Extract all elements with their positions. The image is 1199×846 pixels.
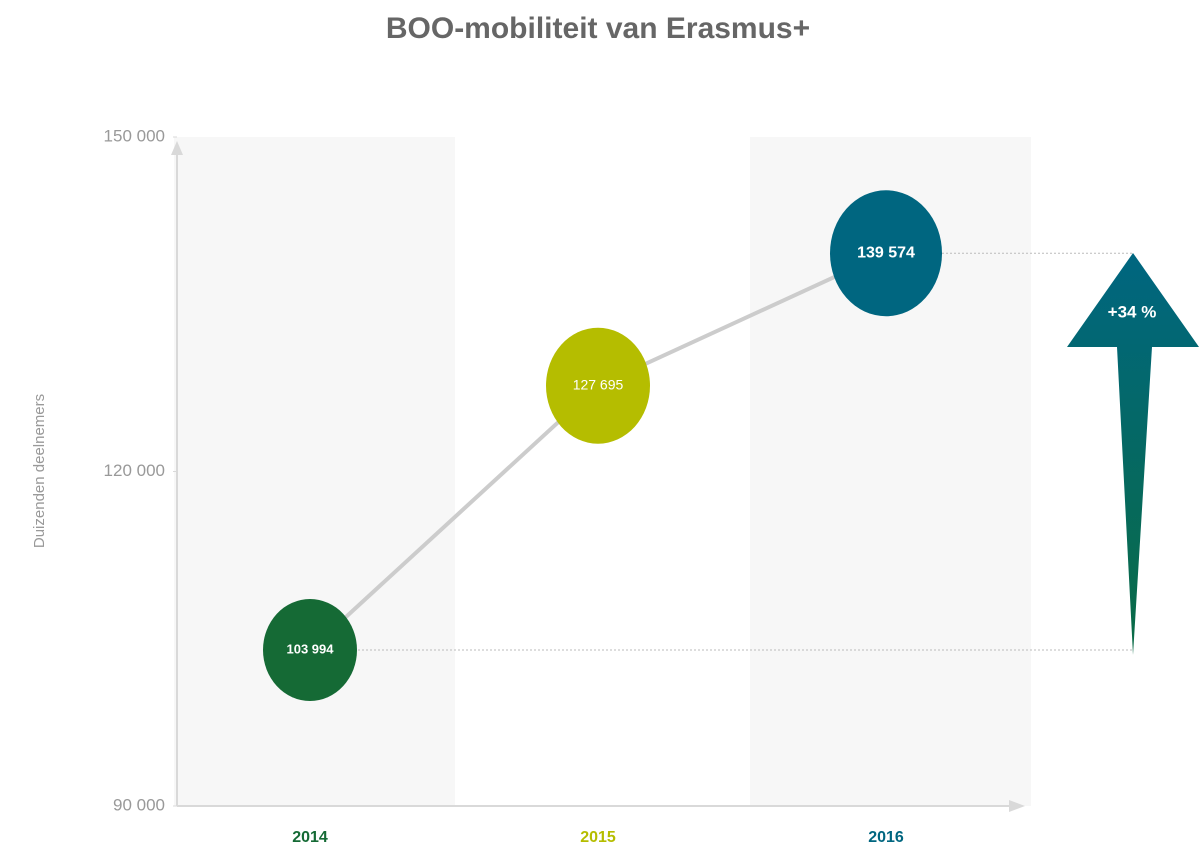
- growth-arrow: [1067, 253, 1199, 655]
- point: [546, 327, 650, 444]
- y-axis-label: Duizenden deelnemers: [31, 394, 48, 548]
- x-axis-arrow: [1009, 800, 1025, 812]
- x-tick-label: 2016: [868, 829, 904, 846]
- y-axis-arrow: [171, 141, 183, 155]
- y-tick-label: 120 000: [104, 461, 165, 480]
- column-band: [174, 137, 455, 806]
- point: [830, 190, 942, 317]
- point: [263, 598, 357, 701]
- plot: 90 000 120 000 150 000 103 994 2014 127 695 20…: [104, 126, 1133, 846]
- value-label: 103 994: [287, 641, 335, 656]
- y-tick-label: 150 000: [104, 126, 165, 145]
- y-tick-label: 90 000: [113, 795, 165, 814]
- value-label: 139 574: [857, 244, 915, 261]
- growth-label: +34 %: [1108, 302, 1157, 321]
- value-label: 127 695: [573, 376, 624, 392]
- chart-title: BOO-mobiliteit van Erasmus+: [386, 12, 810, 45]
- x-tick-label: 2014: [292, 829, 328, 846]
- x-tick-label: 2015: [580, 829, 616, 846]
